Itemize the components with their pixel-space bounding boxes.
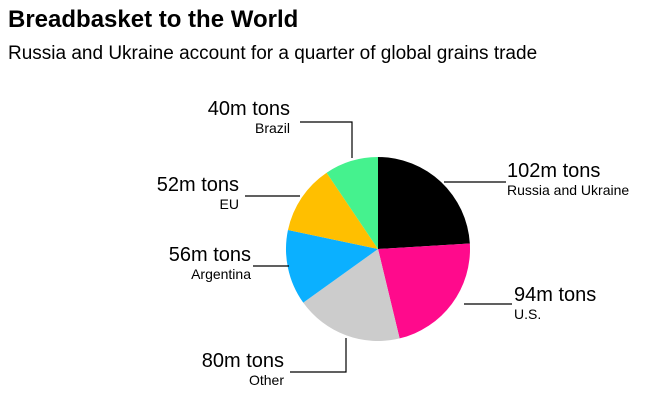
pie-slice-u-s — [378, 243, 470, 339]
label-russia-ukraine: 102m tons Russia and Ukraine — [507, 160, 629, 199]
category-label: Argentina — [191, 266, 251, 282]
data-label: 40m tons — [207, 98, 290, 120]
pie-slice-other — [303, 249, 400, 341]
pie-slice-russia-and-ukraine — [378, 157, 470, 249]
pie-slice-argentina — [286, 230, 378, 303]
label-other: 80m tons Other — [202, 350, 284, 389]
leader-line-other — [290, 338, 347, 373]
data-label: 80m tons — [201, 350, 284, 372]
category-label: U.S. — [514, 306, 542, 322]
chart-subtitle: Russia and Ukraine account for a quarter… — [8, 43, 538, 64]
category-label: Russia and Ukraine — [507, 182, 630, 198]
data-label: 52m tons — [156, 174, 239, 196]
category-label: Brazil — [254, 120, 290, 136]
chart-title: Breadbasket to the World — [8, 6, 299, 33]
leader-lines — [245, 121, 512, 373]
label-brazil: 40m tons Brazil — [208, 98, 290, 137]
label-argentina: 56m tons Argentina — [169, 244, 251, 283]
label-us: 94m tons U.S. — [514, 284, 596, 323]
pie-slice-eu — [287, 172, 378, 249]
data-label: 94m tons — [514, 284, 597, 306]
pie-slice-brazil — [326, 157, 378, 249]
category-label: Other — [248, 372, 284, 388]
data-label: 56m tons — [168, 244, 251, 266]
leader-line-brazil — [300, 121, 353, 158]
label-eu: 52m tons EU — [157, 174, 239, 213]
data-label: 102m tons — [507, 160, 601, 182]
category-label: EU — [219, 196, 239, 212]
